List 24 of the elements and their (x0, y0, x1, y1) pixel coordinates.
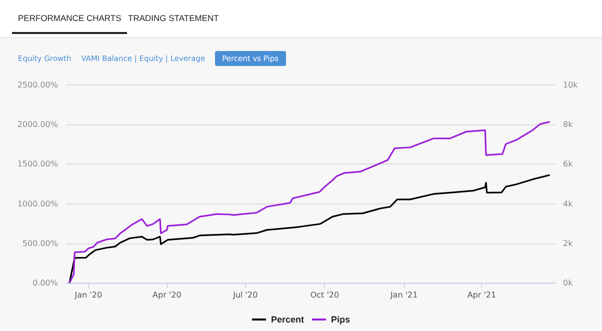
text: TRADING STATEMENT (128, 13, 219, 23)
y-tick-label: 500.00% (22, 238, 58, 248)
y2-tick-label: 6k (563, 160, 574, 169)
x-tick-label: Jul '20 (232, 290, 258, 300)
y2-tick-label: 4k (563, 199, 574, 208)
text: PERFORMANCE CHARTS (12, 13, 128, 34)
y2-tick-label: 0k (563, 278, 574, 288)
legend-label: Percent (270, 314, 304, 324)
y2-tick-label: 8k (563, 120, 574, 130)
y-tick-label: 2500.00% (17, 80, 58, 90)
y2-tick-label: 2k (563, 238, 574, 248)
line-series (68, 174, 551, 284)
line-series (68, 121, 551, 284)
y-tick-label: 2000.00% (17, 120, 58, 130)
x-tick-label: Apr '21 (467, 290, 496, 300)
x-tick-label: Jan '20 (74, 290, 102, 300)
legend-label: Pips (331, 314, 350, 324)
x-tick-label: Jan '21 (389, 290, 418, 300)
x-tick-label: Apr '20 (152, 290, 182, 300)
y-tick-label: 0.00% (32, 278, 58, 288)
y-tick-label: 1500.00% (17, 160, 58, 169)
x-tick-label: Oct '20 (310, 290, 340, 300)
y-tick-label: 1000.00% (17, 199, 58, 208)
y2-tick-label: 10k (563, 80, 578, 90)
